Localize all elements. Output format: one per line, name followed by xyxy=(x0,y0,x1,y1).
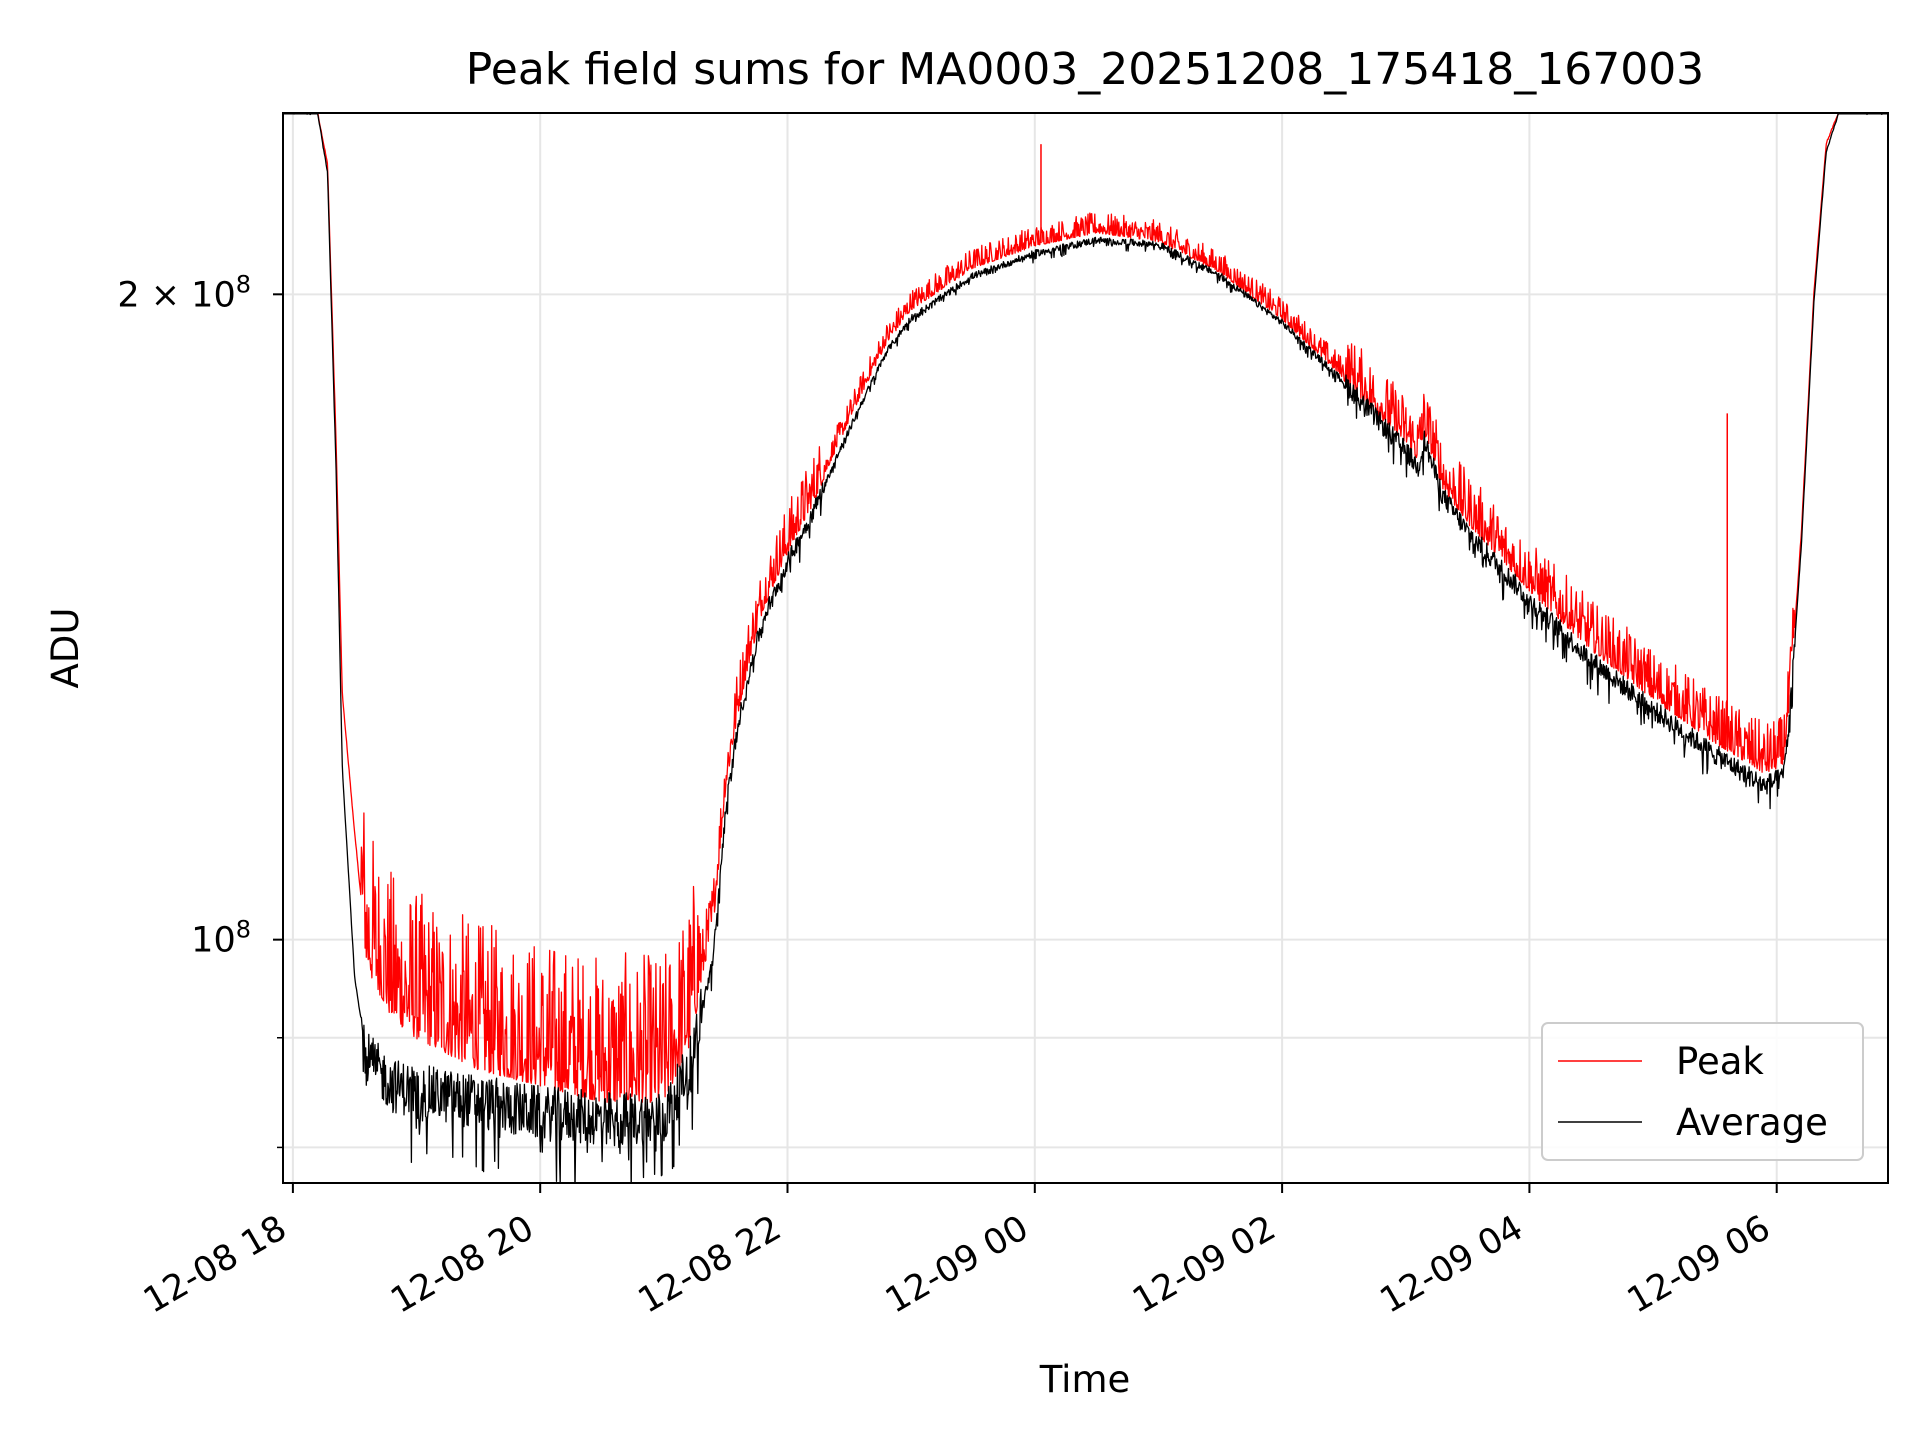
series-layer xyxy=(283,113,1888,1183)
y-tick-label: 108 xyxy=(191,916,251,961)
x-axis-title: Time xyxy=(1039,1358,1131,1401)
y-tick-label-base: 10 xyxy=(191,921,236,961)
y-axis-title: ADU xyxy=(44,608,87,689)
legend: Peak Average xyxy=(1541,1022,1864,1161)
y-tick-label: 2 × 108 xyxy=(117,270,251,315)
legend-box xyxy=(1541,1022,1864,1161)
y-tick-label-exponent: 8 xyxy=(236,916,251,944)
legend-label-average: Average xyxy=(1676,1101,1828,1144)
chart-title: Peak field sums for MA0003_20251208_1754… xyxy=(466,44,1704,95)
series-line-average xyxy=(283,113,1888,1183)
y-tick-label-exponent: 8 xyxy=(236,270,251,298)
y-tick-label-base: 2 × 10 xyxy=(117,275,235,315)
legend-label-peak: Peak xyxy=(1676,1040,1764,1083)
series-line-peak xyxy=(283,113,1888,1103)
plot-frame xyxy=(282,112,1889,1184)
